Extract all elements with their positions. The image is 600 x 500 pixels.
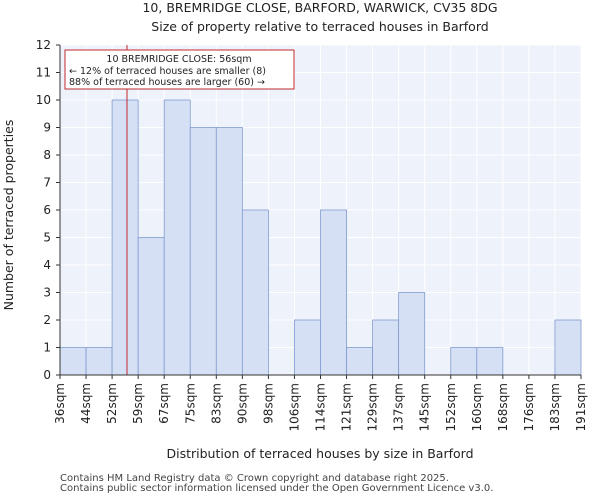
x-tick-label: 90sqm [235, 383, 249, 424]
x-tick-label: 44sqm [79, 383, 93, 424]
annotation-larger: 88% of terraced houses are larger (60) → [69, 77, 265, 88]
y-tick-label: 2 [43, 313, 51, 327]
bar-152sqm [450, 347, 478, 376]
y-tick-label: 0 [43, 368, 51, 382]
x-tick-label: 106sqm [287, 383, 301, 431]
x-tick-label: 36sqm [53, 383, 67, 424]
bar-90sqm [241, 209, 269, 376]
x-tick-label: 121sqm [340, 383, 354, 431]
y-tick-label: 5 [43, 231, 51, 245]
annotation-smaller: ← 12% of terraced houses are smaller (8) [69, 66, 266, 77]
x-tick-label: 75sqm [183, 383, 197, 424]
bar-52sqm [111, 99, 139, 376]
annotation-title: 10 BREMRIDGE CLOSE: 56sqm [106, 54, 251, 65]
bar-160sqm [476, 347, 504, 376]
x-tick-label: 145sqm [418, 383, 432, 431]
y-tick-label: 10 [36, 93, 51, 107]
y-tick-label: 6 [43, 203, 51, 217]
y-tick-label: 11 [36, 66, 51, 80]
x-tick-label: 137sqm [392, 383, 406, 431]
bar-106sqm [294, 319, 321, 376]
footer-line-1: Contains HM Land Registry data © Crown c… [60, 473, 449, 484]
chart-subtitle: Size of property relative to terraced ho… [151, 19, 488, 34]
x-tick-label: 52sqm [105, 383, 119, 424]
bar-44sqm [85, 347, 113, 376]
y-tick-label: 9 [43, 121, 51, 135]
x-tick-label: 176sqm [522, 383, 536, 431]
x-axis-label: Distribution of terraced houses by size … [166, 446, 473, 461]
bar-83sqm [215, 127, 243, 376]
bar-137sqm [398, 292, 426, 376]
bar-75sqm [189, 127, 217, 376]
y-tick-label: 8 [43, 148, 51, 162]
x-tick-label: 152sqm [444, 383, 458, 431]
x-tick-label: 98sqm [261, 383, 275, 424]
x-tick-label: 168sqm [496, 383, 510, 431]
bar-121sqm [346, 347, 373, 376]
x-tick-label: 59sqm [131, 383, 145, 424]
y-tick-label: 3 [43, 286, 51, 300]
bars [59, 99, 582, 376]
x-tick-label: 83sqm [209, 383, 223, 424]
y-tick-label: 7 [43, 176, 51, 190]
x-axis-ticks: 36sqm 44sqm 52sqm 59sqm 67sqm 75sqm 83sqm 90sqm… [53, 375, 588, 431]
bar-129sqm [372, 319, 400, 376]
x-tick-label: 114sqm [314, 383, 328, 431]
footer-line-2: Contains public sector information licen… [60, 483, 494, 494]
bar-67sqm [163, 99, 191, 376]
bar-183sqm [554, 319, 582, 376]
bar-114sqm [320, 209, 347, 376]
x-tick-label: 67sqm [157, 383, 171, 424]
annotation-box: 10 BREMRIDGE CLOSE: 56sqm ← 12% of terra… [64, 49, 295, 90]
chart-title: 10, BREMRIDGE CLOSE, BARFORD, WARWICK, C… [142, 0, 497, 15]
y-tick-label: 12 [36, 38, 51, 52]
y-tick-label: 1 [43, 341, 51, 355]
bar-59sqm [137, 237, 165, 376]
x-tick-label: 183sqm [548, 383, 562, 431]
x-tick-label: 129sqm [366, 383, 380, 431]
x-tick-label: 160sqm [470, 383, 484, 431]
bar-36sqm [59, 347, 87, 376]
x-tick-label: 191sqm [574, 383, 588, 431]
y-axis-label: Number of terraced properties [1, 120, 16, 311]
y-tick-label: 4 [43, 258, 51, 272]
